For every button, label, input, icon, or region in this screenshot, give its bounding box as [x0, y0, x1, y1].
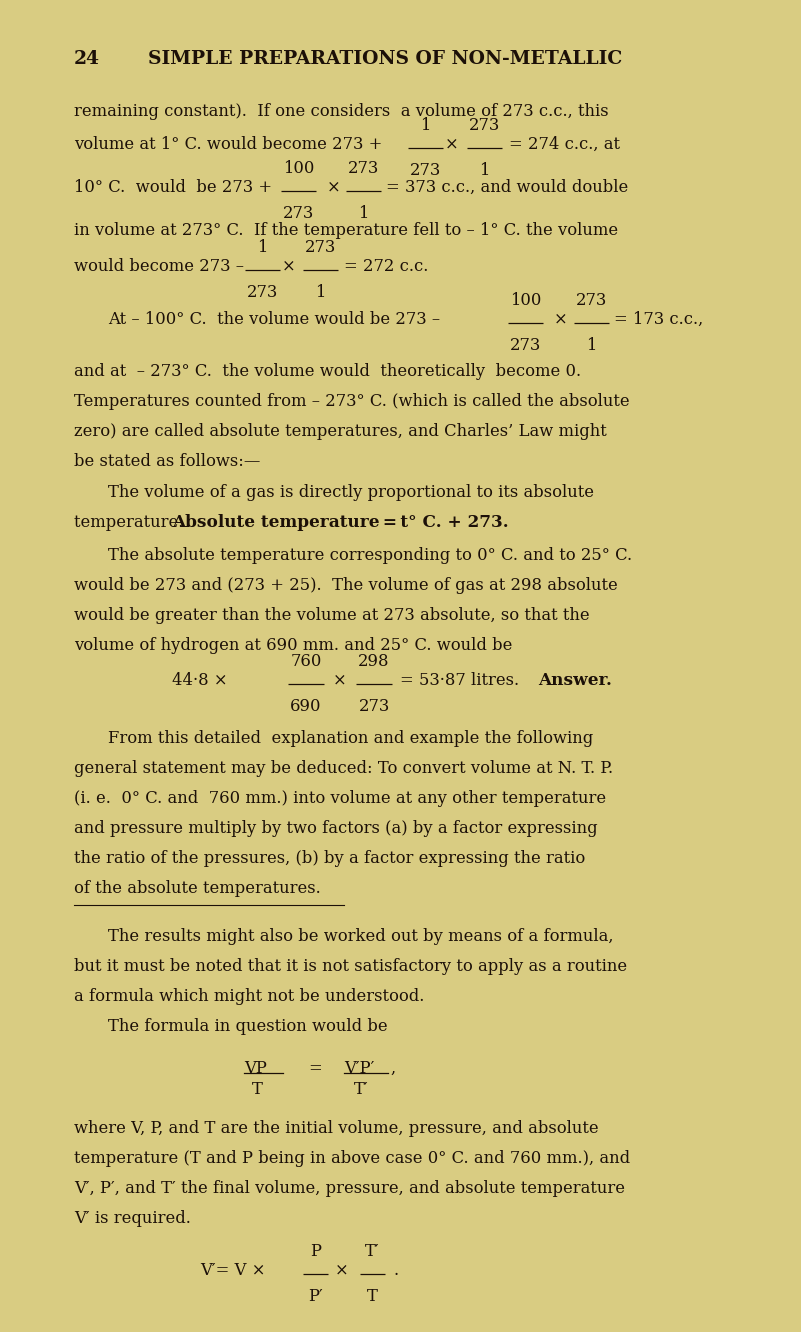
- Text: V′= V ×: V′= V ×: [200, 1261, 266, 1279]
- Text: volume of hydrogen at 690 mm. and 25° C. would be: volume of hydrogen at 690 mm. and 25° C.…: [74, 637, 512, 654]
- Text: P: P: [310, 1243, 321, 1260]
- Text: From this detailed  explanation and example the following: From this detailed explanation and examp…: [108, 730, 594, 747]
- Text: P′: P′: [308, 1288, 323, 1305]
- Text: 100: 100: [509, 292, 541, 309]
- Text: = 53·87 litres.: = 53·87 litres.: [400, 673, 530, 689]
- Text: the ratio of the pressures, (b) by a factor expressing the ratio: the ratio of the pressures, (b) by a fac…: [74, 850, 585, 867]
- Text: T: T: [252, 1082, 264, 1098]
- Text: general statement may be deduced: To convert volume at N. T. P.: general statement may be deduced: To con…: [74, 761, 613, 777]
- Text: At – 100° C.  the volume would be 273 –: At – 100° C. the volume would be 273 –: [108, 310, 445, 328]
- Text: 273: 273: [358, 698, 390, 715]
- Text: The absolute temperature corresponding to 0° C. and to 25° C.: The absolute temperature corresponding t…: [108, 547, 632, 563]
- Text: The volume of a gas is directly proportional to its absolute: The volume of a gas is directly proporti…: [108, 484, 594, 501]
- Text: T: T: [367, 1288, 378, 1305]
- Text: VP: VP: [244, 1060, 268, 1078]
- Text: ×: ×: [553, 310, 567, 328]
- Text: SIMPLE PREPARATIONS OF NON-METALLIC: SIMPLE PREPARATIONS OF NON-METALLIC: [148, 51, 622, 68]
- Text: a formula which might not be understood.: a formula which might not be understood.: [74, 988, 424, 1006]
- Text: V′P′: V′P′: [344, 1060, 375, 1078]
- Text: = 173 c.c.,: = 173 c.c.,: [614, 310, 703, 328]
- Text: but it must be noted that it is not satisfactory to apply as a routine: but it must be noted that it is not sati…: [74, 958, 627, 975]
- Text: 10° C.  would  be 273 +: 10° C. would be 273 +: [74, 178, 277, 196]
- Text: 760: 760: [290, 653, 322, 670]
- Text: 1: 1: [258, 238, 268, 256]
- Text: T′: T′: [354, 1082, 368, 1098]
- Text: =: =: [308, 1060, 322, 1078]
- Text: would be greater than the volume at 273 absolute, so that the: would be greater than the volume at 273 …: [74, 607, 590, 623]
- Text: remaining constant).  If one considers  a volume of 273 c.c., this: remaining constant). If one considers a …: [74, 103, 608, 120]
- Text: 1: 1: [586, 337, 596, 354]
- Text: ×: ×: [335, 1261, 348, 1279]
- Text: ×: ×: [445, 136, 458, 153]
- Text: 1: 1: [359, 205, 368, 222]
- Text: T′: T′: [365, 1243, 380, 1260]
- Text: 273: 273: [409, 163, 441, 178]
- Text: V′, P′, and T′ the final volume, pressure, and absolute temperature: V′, P′, and T′ the final volume, pressur…: [74, 1180, 625, 1197]
- Text: volume at 1° C. would become 273 +: volume at 1° C. would become 273 +: [74, 136, 388, 153]
- Text: Temperatures counted from – 273° C. (which is called the absolute: Temperatures counted from – 273° C. (whi…: [74, 393, 630, 410]
- Text: 273: 273: [247, 284, 279, 301]
- Text: 1: 1: [421, 117, 430, 135]
- Text: Absolute temperature = t° C. + 273.: Absolute temperature = t° C. + 273.: [172, 514, 509, 531]
- Text: 273: 273: [575, 292, 607, 309]
- Text: 690: 690: [290, 698, 322, 715]
- Text: 100: 100: [283, 160, 315, 177]
- Text: 1: 1: [316, 284, 325, 301]
- Text: ×: ×: [327, 178, 340, 196]
- Text: temperature (T and P being in above case 0° C. and 760 mm.), and: temperature (T and P being in above case…: [74, 1150, 630, 1167]
- Text: 24: 24: [74, 51, 99, 68]
- Text: V′ is required.: V′ is required.: [74, 1209, 191, 1227]
- Text: Answer.: Answer.: [538, 673, 612, 689]
- Text: 44·8 ×: 44·8 ×: [172, 673, 227, 689]
- Text: and pressure multiply by two factors (a) by a factor expressing: and pressure multiply by two factors (a)…: [74, 821, 598, 836]
- Text: 273: 273: [348, 160, 380, 177]
- Text: 273: 273: [283, 205, 315, 222]
- Text: The results might also be worked out by means of a formula,: The results might also be worked out by …: [108, 928, 614, 944]
- Text: 273: 273: [509, 337, 541, 354]
- Text: ×: ×: [332, 673, 346, 689]
- Text: zero) are called absolute temperatures, and Charles’ Law might: zero) are called absolute temperatures, …: [74, 424, 606, 440]
- Text: in volume at 273° C.  If the temperature fell to – 1° C. the volume: in volume at 273° C. If the temperature …: [74, 222, 618, 238]
- Text: would become 273 –: would become 273 –: [74, 258, 249, 274]
- Text: (i. e.  0° C. and  760 mm.) into volume at any other temperature: (i. e. 0° C. and 760 mm.) into volume at…: [74, 790, 606, 807]
- Text: ,: ,: [390, 1060, 395, 1078]
- Text: ×: ×: [282, 258, 296, 274]
- Text: = 272 c.c.: = 272 c.c.: [344, 258, 429, 274]
- Text: = 373 c.c., and would double: = 373 c.c., and would double: [386, 178, 628, 196]
- Text: and at  – 273° C.  the volume would  theoretically  become 0.: and at – 273° C. the volume would theore…: [74, 364, 581, 380]
- Text: 273: 273: [469, 117, 501, 135]
- Text: of the absolute temperatures.: of the absolute temperatures.: [74, 880, 320, 896]
- Text: .: .: [393, 1261, 398, 1279]
- Text: temperature.: temperature.: [74, 514, 194, 531]
- Text: 1: 1: [480, 163, 489, 178]
- Text: would be 273 and (273 + 25).  The volume of gas at 298 absolute: would be 273 and (273 + 25). The volume …: [74, 577, 618, 594]
- Text: where V, P, and T are the initial volume, pressure, and absolute: where V, P, and T are the initial volume…: [74, 1120, 598, 1138]
- Text: The formula in question would be: The formula in question would be: [108, 1018, 388, 1035]
- Text: 298: 298: [358, 653, 390, 670]
- Text: 273: 273: [304, 238, 336, 256]
- Text: be stated as follows:—: be stated as follows:—: [74, 453, 260, 470]
- Text: = 274 c.c., at: = 274 c.c., at: [509, 136, 621, 153]
